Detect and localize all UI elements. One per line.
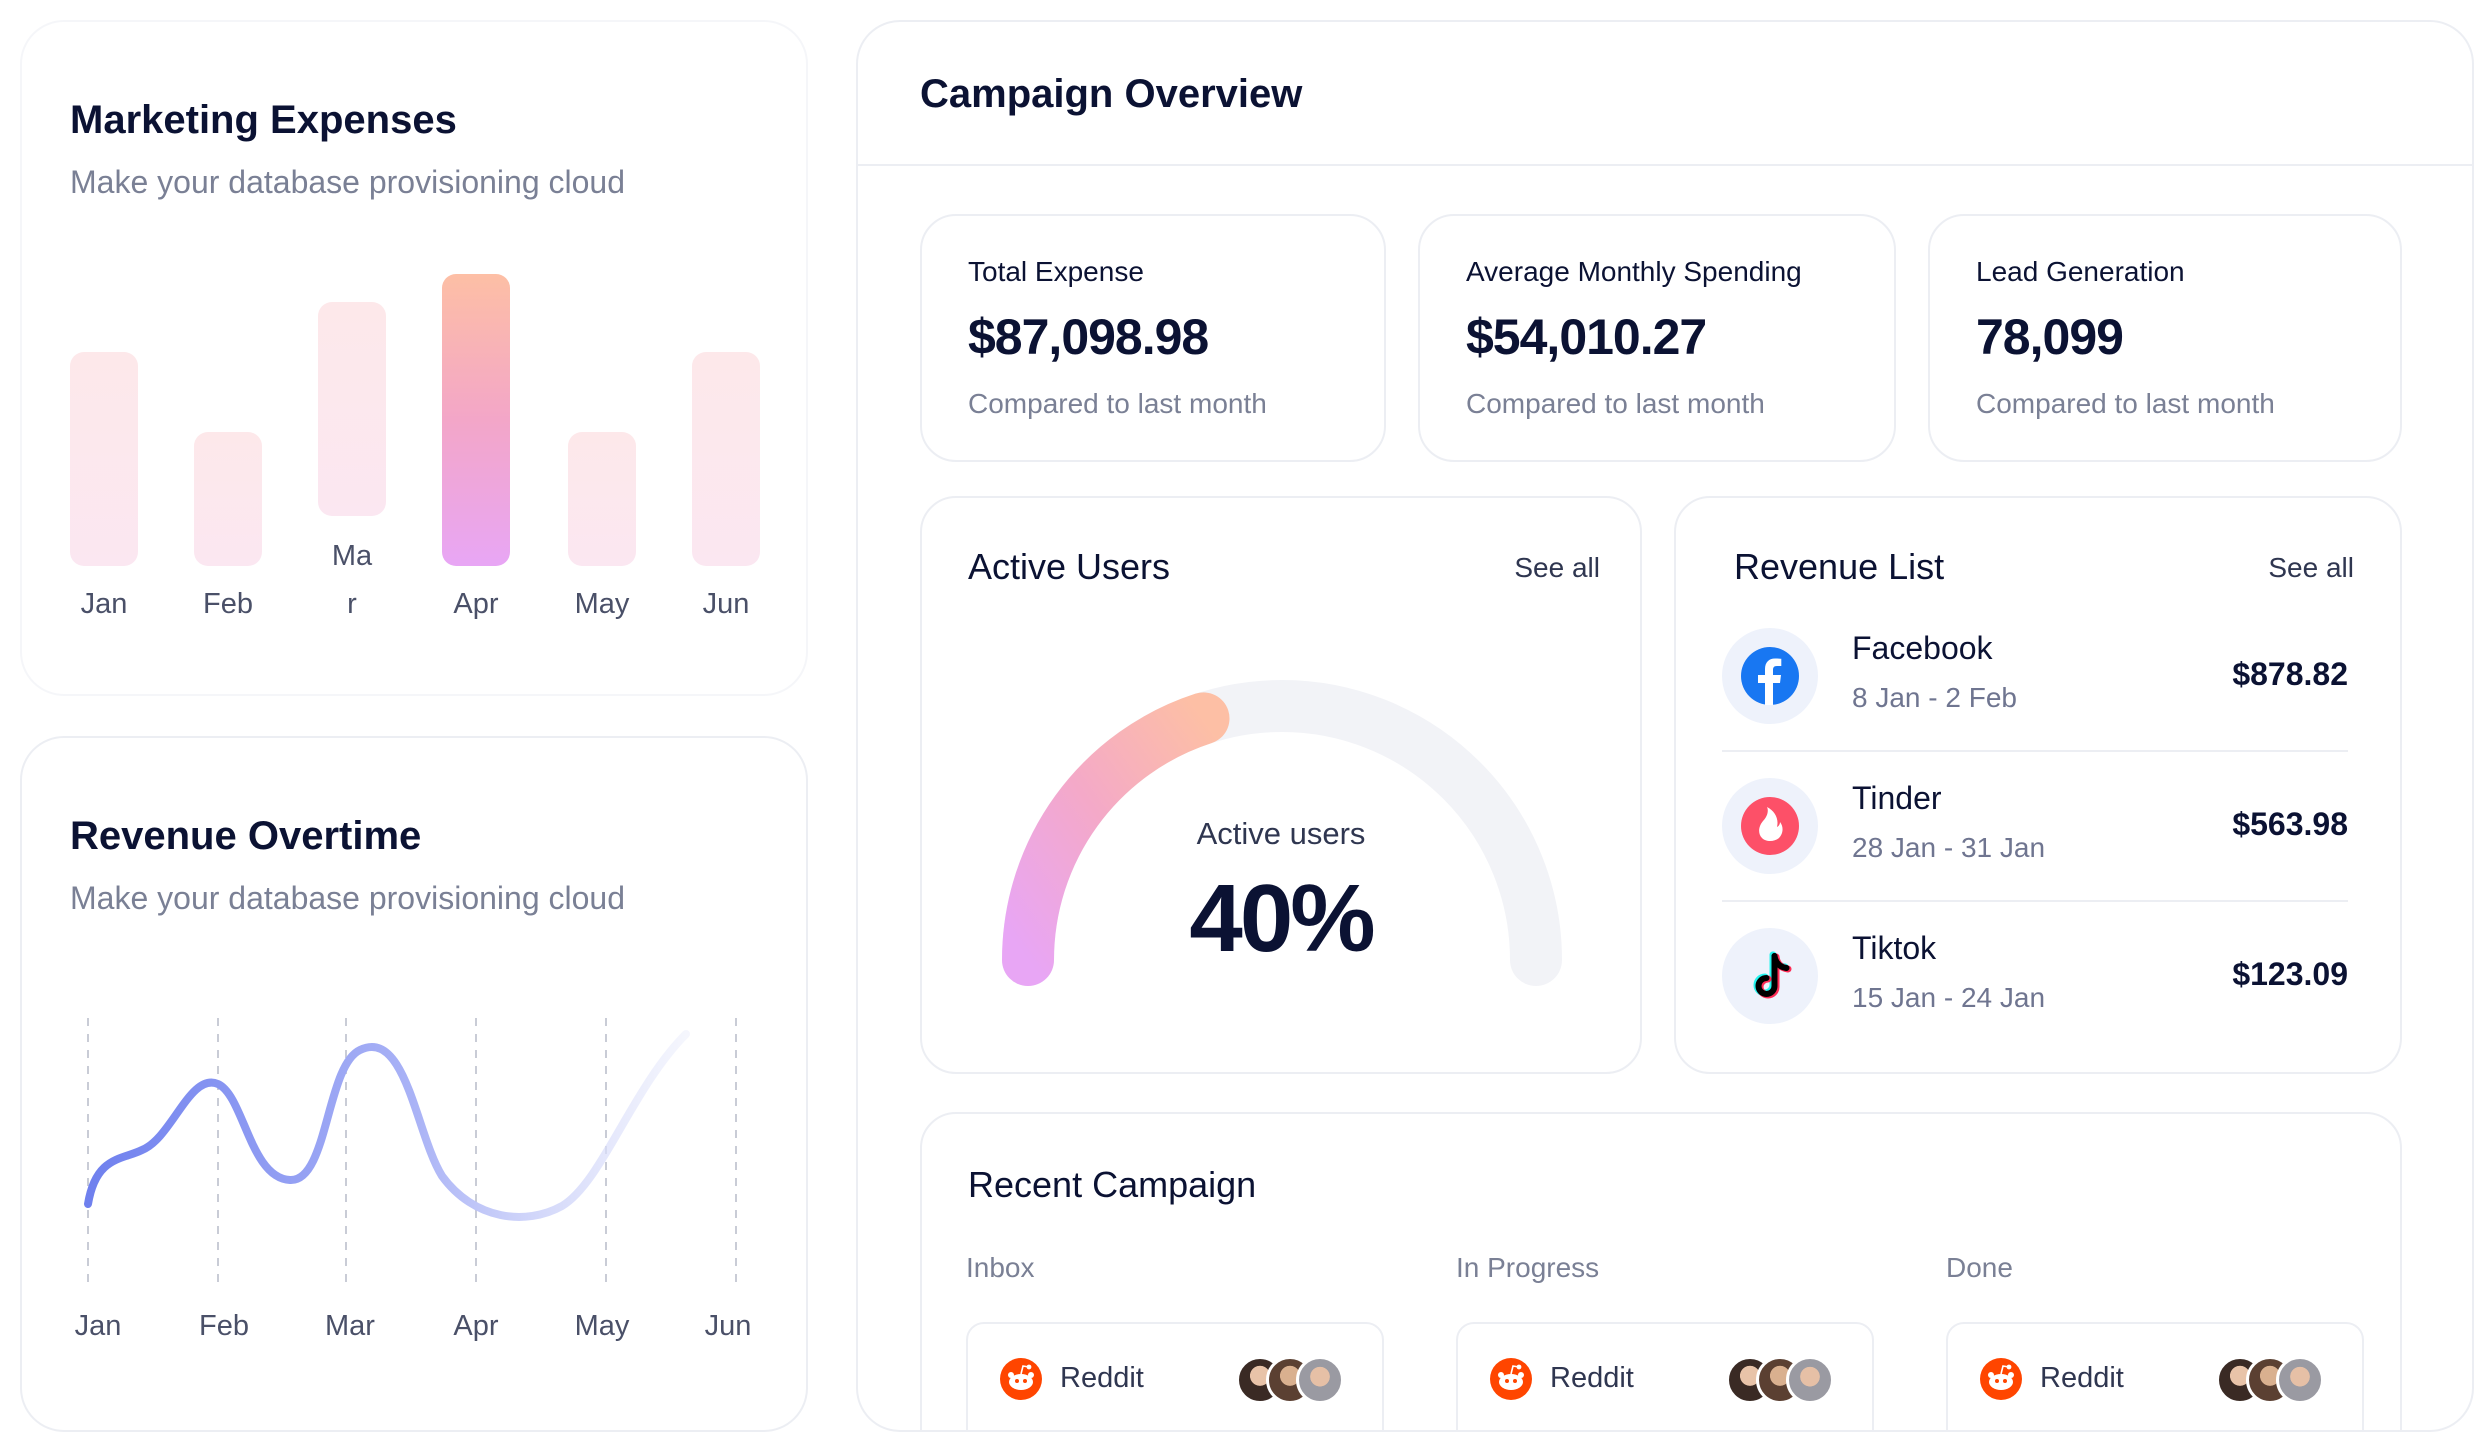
revenue-item-amount: $878.82	[2232, 656, 2348, 692]
revenue-item-tinder[interactable]: Tinder 28 Jan - 31 Jan $563.98	[1722, 752, 2348, 902]
stat-card-lead-generation[interactable]: Lead Generation 78,099 Compared to last …	[1928, 214, 2402, 462]
stat-note: Compared to last month	[968, 388, 1267, 419]
revenue-item-dates: 28 Jan - 31 Jan	[1852, 832, 2046, 863]
active-users-panel: Active Users See all Active users 40%	[920, 496, 1642, 1074]
axis-label-may: May	[574, 1310, 630, 1342]
revenue-item-amount: $123.09	[2232, 956, 2348, 992]
campaign-header: Campaign Overview	[858, 22, 2472, 166]
stat-note: Compared to last month	[1466, 388, 1765, 419]
axis-label-mar: Mar	[325, 1310, 375, 1342]
bar-feb[interactable]	[194, 432, 262, 566]
revenue-line-chart	[84, 1018, 737, 1284]
revenue-item-facebook[interactable]: Facebook 8 Jan - 2 Feb $878.82	[1722, 602, 2348, 752]
bar-mar[interactable]	[318, 302, 386, 516]
avatar	[2276, 1356, 2324, 1404]
bar-label-may: May	[574, 588, 630, 620]
marketing-subtitle: Make your database provisioning cloud	[70, 164, 625, 200]
axis-label-feb: Feb	[199, 1310, 249, 1342]
gauge-label: Active users	[1196, 816, 1366, 851]
reddit-icon	[1000, 1358, 1042, 1400]
revenue-item-tiktok[interactable]: Tiktok 15 Jan - 24 Jan $123.09	[1722, 902, 2348, 1052]
revenue-overtime-title: Revenue Overtime	[70, 814, 422, 858]
active-users-see-all-link[interactable]: See all	[1514, 552, 1600, 583]
revenue-item-dates: 15 Jan - 24 Jan	[1852, 982, 2046, 1013]
campaign-card-done[interactable]: Reddit	[1946, 1322, 2364, 1430]
revenue-series-line	[84, 1030, 690, 1221]
avatar	[1296, 1356, 1344, 1404]
reddit-icon	[1980, 1358, 2022, 1400]
tinder-icon	[1722, 778, 1818, 874]
stat-value: $87,098.98	[968, 309, 1209, 365]
facebook-icon	[1722, 628, 1818, 724]
campaign-title: Campaign Overview	[920, 72, 1303, 116]
revenue-item-amount: $563.98	[2232, 806, 2348, 842]
gauge-value: 40%	[1189, 865, 1375, 972]
avatar	[1786, 1356, 1834, 1404]
bar-jun[interactable]	[692, 352, 760, 566]
campaign-card-inbox[interactable]: Reddit	[966, 1322, 1384, 1430]
revenue-item-name: Tinder	[1852, 780, 1942, 816]
vertical-gridlines	[87, 1018, 737, 1284]
campaign-card-in-progress[interactable]: Reddit	[1456, 1322, 1874, 1430]
stat-card-total-expense[interactable]: Total Expense $87,098.98 Compared to las…	[920, 214, 1386, 462]
marketing-title: Marketing Expenses	[70, 98, 457, 142]
column-label-in-progress: In Progress	[1456, 1252, 1600, 1283]
axis-label-apr: Apr	[453, 1310, 499, 1342]
bar-jan[interactable]	[70, 352, 138, 566]
bar-label-feb: Feb	[203, 588, 253, 620]
stat-title: Total Expense	[968, 256, 1144, 287]
column-label-inbox: Inbox	[966, 1252, 1035, 1283]
campaign-overview-card: Campaign Overview Total Expense $87,098.…	[856, 20, 2474, 1432]
active-users-title: Active Users	[968, 546, 1171, 587]
stat-title: Lead Generation	[1976, 256, 2185, 287]
revenue-item-name: Facebook	[1852, 630, 1993, 666]
active-users-gauge	[1002, 680, 1562, 986]
avatar-group	[1726, 1356, 1836, 1404]
revenue-item-dates: 8 Jan - 2 Feb	[1852, 682, 2017, 713]
gauge-fill	[1002, 692, 1230, 986]
bar-label-jun: Jun	[702, 588, 750, 620]
stat-note: Compared to last month	[1976, 388, 2275, 419]
revenue-list-title: Revenue List	[1734, 546, 1945, 587]
bar-label-apr: Apr	[453, 588, 499, 620]
tiktok-icon	[1722, 928, 1818, 1024]
revenue-item-name: Tiktok	[1852, 930, 1937, 966]
campaign-card-name: Reddit	[1060, 1362, 1144, 1394]
axis-label-jan: Jan	[74, 1310, 122, 1342]
bar-label-mar: Ma r	[331, 540, 373, 620]
stat-card-average-monthly[interactable]: Average Monthly Spending $54,010.27 Comp…	[1418, 214, 1896, 462]
bar-label-jan: Jan	[80, 588, 128, 620]
revenue-overtime-subtitle: Make your database provisioning cloud	[70, 880, 625, 916]
stat-value: $54,010.27	[1466, 309, 1707, 365]
stat-title: Average Monthly Spending	[1466, 256, 1802, 287]
campaign-card-name: Reddit	[2040, 1362, 2124, 1394]
stat-value: 78,099	[1976, 309, 2124, 365]
bar-apr[interactable]	[442, 274, 510, 566]
avatar-group	[1236, 1356, 1346, 1404]
column-label-done: Done	[1946, 1252, 2013, 1283]
revenue-list-panel: Revenue List See all Facebook 8 Jan - 2 …	[1674, 496, 2402, 1074]
avatar-group	[2216, 1356, 2326, 1404]
axis-label-jun: Jun	[704, 1310, 752, 1342]
bar-may[interactable]	[568, 432, 636, 566]
marketing-expenses-card: Marketing Expenses Make your database pr…	[20, 20, 808, 696]
revenue-list-see-all-link[interactable]: See all	[2268, 552, 2354, 583]
recent-campaign-title: Recent Campaign	[968, 1164, 1257, 1205]
revenue-overtime-card: Revenue Overtime Make your database prov…	[20, 736, 808, 1432]
reddit-icon	[1490, 1358, 1532, 1400]
campaign-card-name: Reddit	[1550, 1362, 1634, 1394]
